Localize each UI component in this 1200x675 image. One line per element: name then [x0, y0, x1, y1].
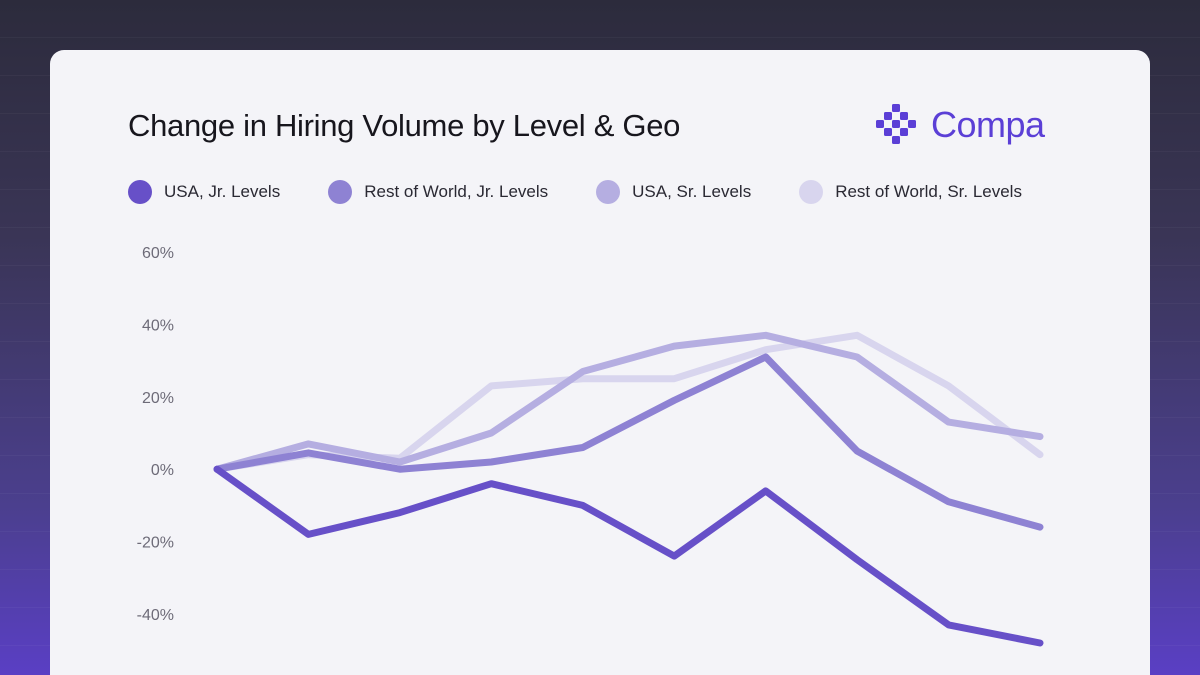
y-tick-label: -20% [137, 535, 174, 552]
legend-item: USA, Sr. Levels [596, 180, 751, 204]
legend-label: USA, Sr. Levels [632, 182, 752, 201]
line-chart: 60% 40% 20% 0% -20% -40% [137, 245, 1044, 647]
legend-item: Rest of World, Sr. Levels [799, 180, 1022, 204]
legend-item: USA, Jr. Levels [128, 180, 280, 204]
series-line [213, 353, 1044, 531]
series-line [213, 465, 1044, 647]
brand-name: Compa [931, 104, 1045, 145]
y-tick-label: 40% [142, 317, 174, 334]
legend-swatch [328, 180, 353, 204]
legend-swatch [596, 180, 621, 204]
legend-label: Rest of World, Sr. Levels [835, 182, 1022, 201]
y-tick-label: 0% [151, 462, 174, 479]
series-lines [213, 331, 1044, 647]
y-tick-label: 20% [142, 390, 174, 407]
chart-title: Change in Hiring Volume by Level & Geo [128, 108, 681, 143]
legend-swatch [128, 180, 152, 204]
chart-legend: USA, Jr. Levels Rest of World, Jr. Level… [128, 180, 1022, 204]
y-tick-label: 60% [142, 245, 174, 262]
legend-item: Rest of World, Jr. Levels [328, 180, 548, 204]
y-axis-ticks: 60% 40% 20% 0% -20% -40% [137, 245, 174, 624]
y-tick-label: -40% [137, 607, 174, 624]
compa-logo-icon [876, 104, 916, 144]
compa-logo: Compa [875, 102, 1045, 148]
series-line [213, 331, 1044, 473]
legend-label: USA, Jr. Levels [164, 182, 281, 201]
chart-card: Change in Hiring Volume by Level & Geo C… [50, 50, 1150, 675]
legend-label: Rest of World, Jr. Levels [364, 182, 549, 201]
legend-swatch [799, 180, 824, 204]
